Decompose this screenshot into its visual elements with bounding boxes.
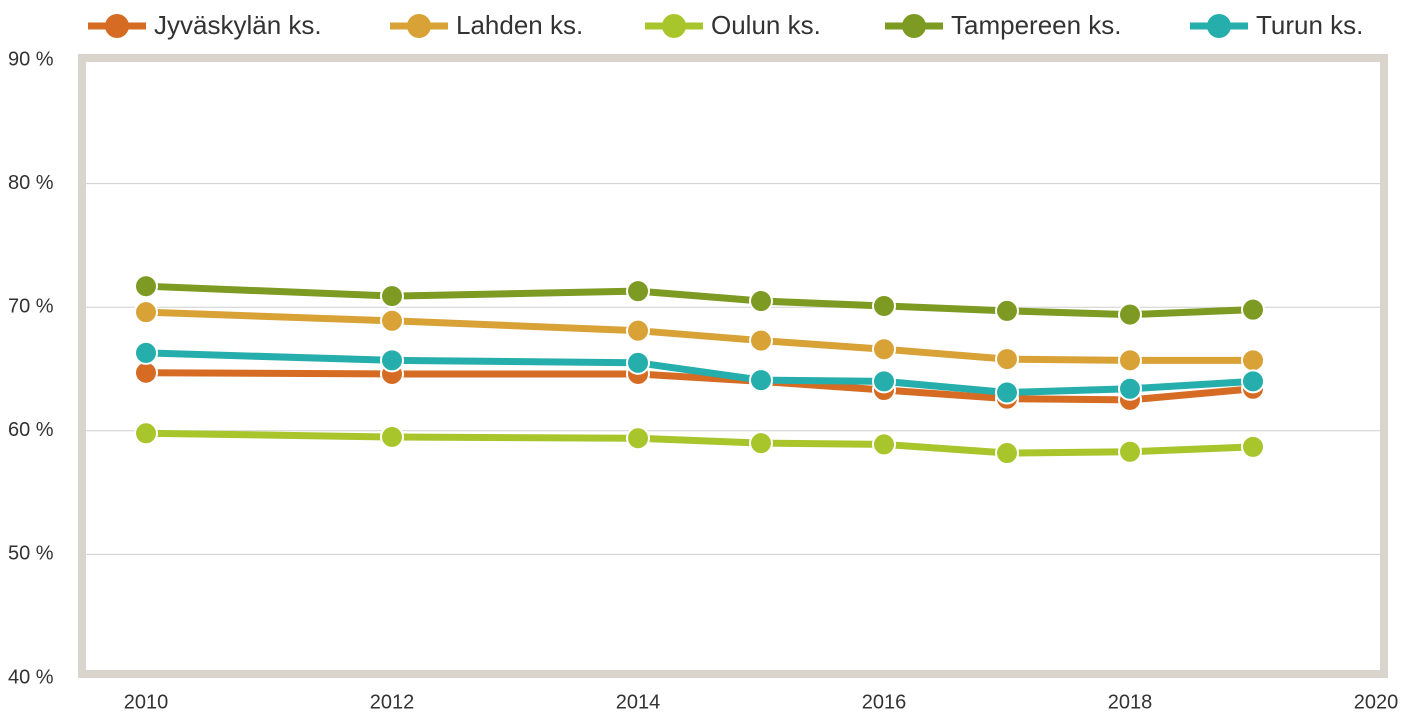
legend-label: Jyväskylän ks. [154,10,322,40]
data-point [380,348,404,373]
data-point [872,337,896,362]
data-point [1118,348,1142,373]
data-point [1118,439,1142,464]
data-point [995,347,1019,372]
x-tick-label: 2014 [616,691,661,713]
data-point [872,369,896,394]
plot-frame [78,54,1388,678]
data-point [872,293,896,318]
data-point [380,308,404,333]
data-point [626,279,650,304]
x-tick-label: 2018 [1108,691,1153,713]
series-line [145,429,1254,457]
data-point [134,340,158,365]
data-point [1118,302,1142,327]
data-point [995,298,1019,323]
x-tick-label: 2010 [124,691,169,713]
y-tick-label: 60 % [8,419,54,441]
data-point [380,424,404,449]
data-point [626,426,650,451]
data-point [1118,376,1142,401]
legend-label: Turun ks. [1256,10,1363,40]
data-point [749,431,773,456]
data-point [626,350,650,375]
x-tick-label: 2020 [1354,691,1399,713]
data-point [134,360,158,385]
y-tick-label: 50 % [8,543,54,565]
data-point [749,289,773,314]
y-tick-label: 80 % [8,172,54,194]
x-tick-label: 2012 [370,691,415,713]
y-tick-label: 70 % [8,295,54,317]
data-point [1241,348,1265,373]
legend-marker [662,14,686,38]
data-point [134,274,158,299]
data-point [872,432,896,457]
data-point [134,421,158,446]
series-line [145,369,1254,404]
data-point [1241,297,1265,322]
legend-marker [407,14,431,38]
data-point [1241,434,1265,459]
legend-label: Tampereen ks. [951,10,1122,40]
data-point [995,380,1019,405]
data-point [1241,369,1265,394]
series-line [145,349,1254,396]
data-point [626,318,650,343]
series-line [145,308,1253,364]
data-point [380,284,404,309]
data-point [995,441,1019,466]
legend-marker [902,14,926,38]
legend-label: Oulun ks. [711,10,821,40]
y-tick-label: 40 % [8,666,54,688]
data-point [749,328,773,353]
series-line [145,282,1254,319]
x-tick-label: 2016 [862,691,907,713]
legend-marker [1207,14,1231,38]
legend-marker [105,14,129,38]
data-point [749,368,773,393]
y-tick-label: 90 % [8,48,54,70]
legend-label: Lahden ks. [456,10,583,40]
data-point [134,300,158,325]
